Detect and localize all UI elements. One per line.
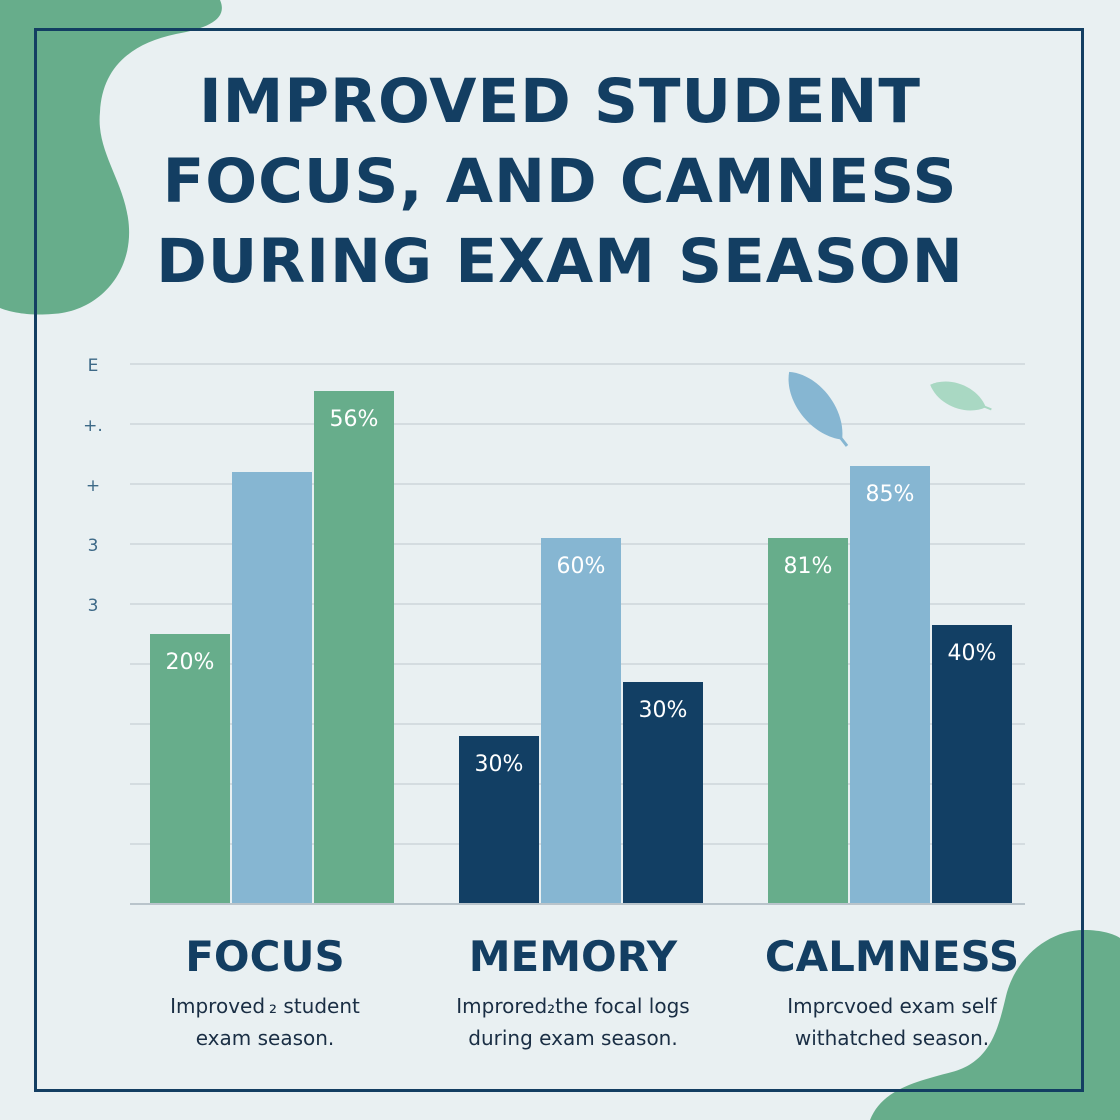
bar-memory-3 — [623, 682, 703, 904]
bar-value-label: 56% — [330, 407, 379, 432]
category-description-line: Improved ₂ student — [170, 994, 360, 1018]
category-description-line: Imprcvoed exam self — [787, 994, 997, 1018]
bar-focus-2 — [232, 472, 312, 904]
chart-title: IMPROVED STUDENT FOCUS, AND CAMNESS DURI… — [156, 66, 964, 297]
category-description-line: Improred₂the focal logs — [456, 994, 690, 1018]
category-focus: FOCUS Improved ₂ student exam season. — [110, 932, 420, 1054]
y-tick-label: 3 — [88, 536, 99, 556]
category-description-line: exam season. — [195, 1026, 335, 1050]
leaf-icon — [788, 371, 849, 447]
category-label: CALMNESS — [764, 932, 1020, 981]
bar-calmness-2 — [850, 466, 930, 904]
bar-value-label: 20% — [166, 650, 215, 675]
y-tick-label: +. — [83, 416, 103, 436]
bar-focus-1 — [150, 634, 230, 904]
category-label: MEMORY — [468, 932, 678, 981]
category-calmness: CALMNESS Imprcvoed exam self withatched … — [737, 932, 1047, 1054]
category-label: FOCUS — [185, 932, 345, 981]
category-description-line: during exam season. — [468, 1026, 678, 1050]
poster-frame — [34, 28, 1084, 1092]
bar-calmness-1 — [768, 538, 848, 904]
bar-calmness-3 — [932, 625, 1012, 904]
category-description-line: withatched season. — [794, 1026, 990, 1050]
y-tick-label: E — [88, 356, 99, 376]
decorative-blob-bottom-right — [870, 930, 1120, 1120]
y-tick-label: + — [86, 476, 100, 496]
y-tick-label: 3 — [88, 596, 99, 616]
bar-value-label: 60% — [557, 554, 606, 579]
category-memory: MEMORY Improred₂the focal logs during ex… — [418, 932, 728, 1054]
bar-value-label: 40% — [948, 641, 997, 666]
bar-focus-3 — [314, 391, 394, 904]
bar-value-label: 30% — [639, 698, 688, 723]
leaf-icon — [930, 381, 992, 411]
decorative-blob-top-left — [0, 0, 222, 315]
bar-value-label: 30% — [475, 752, 524, 777]
bar-memory-2 — [541, 538, 621, 904]
bar-memory-1 — [459, 736, 539, 904]
bar-value-label: 85% — [866, 482, 915, 507]
bar-value-label: 81% — [784, 554, 833, 579]
